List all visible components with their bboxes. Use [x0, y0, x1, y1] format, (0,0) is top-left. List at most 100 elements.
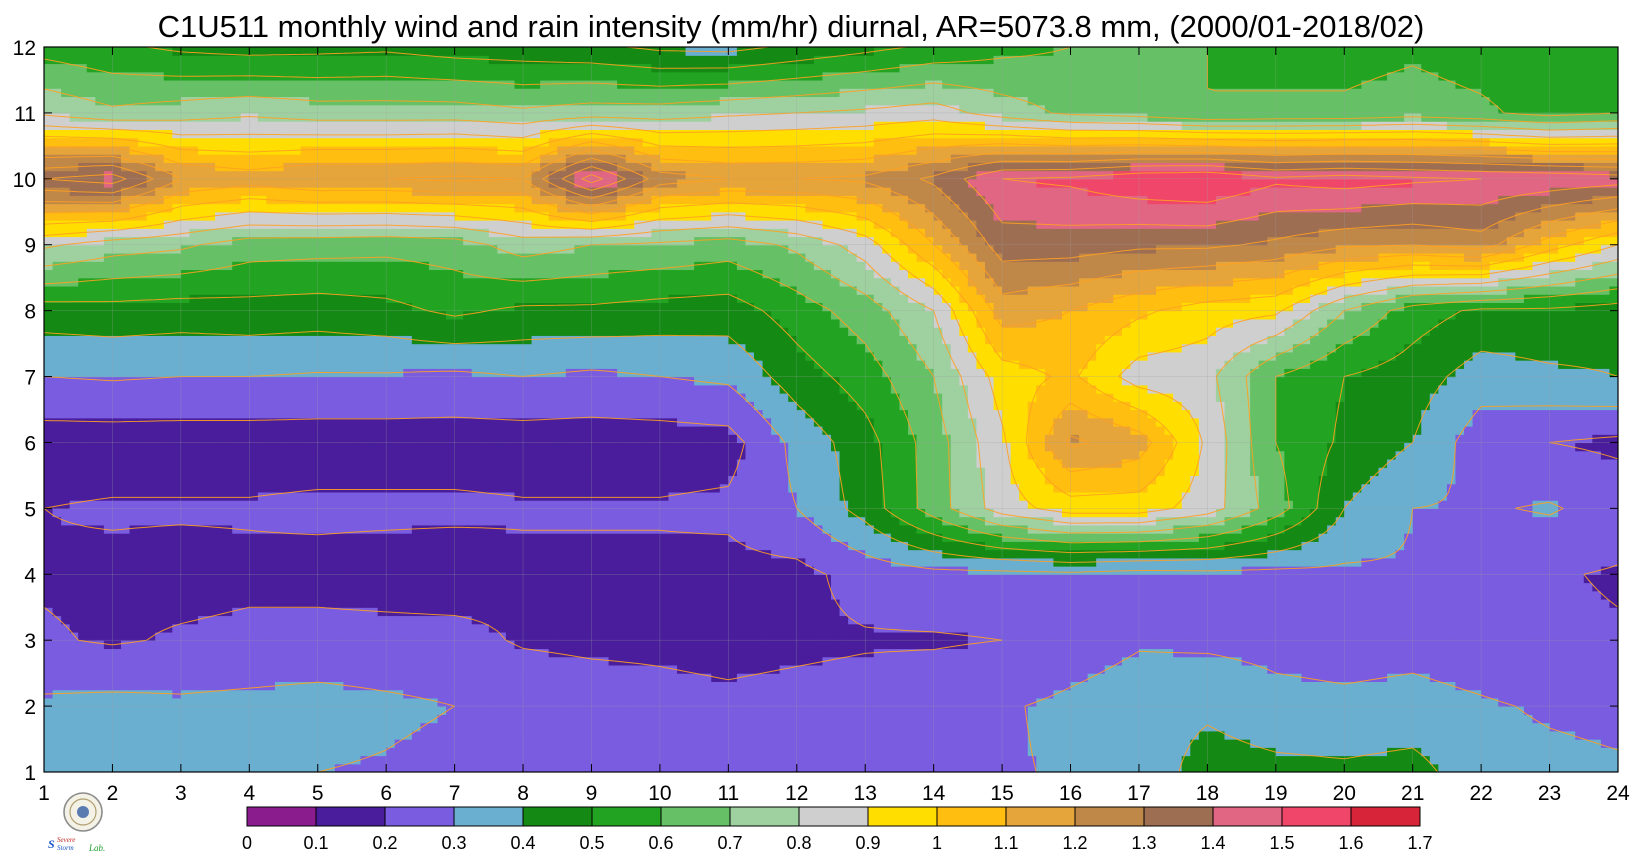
contour-cell — [240, 549, 250, 559]
contour-cell — [600, 722, 610, 732]
contour-cell — [1609, 656, 1618, 666]
contour-cell — [95, 541, 105, 551]
contour-cell — [1532, 664, 1542, 674]
contour-cell — [189, 549, 199, 559]
contour-cell — [386, 681, 396, 691]
contour-cell — [762, 566, 772, 575]
contour-cell — [326, 755, 336, 765]
contour-cell — [899, 730, 909, 740]
contour-cell — [1609, 689, 1618, 699]
contour-cell — [1113, 664, 1123, 674]
contour-cell — [138, 714, 148, 724]
contour-cell — [283, 681, 293, 691]
contour-cell — [1096, 747, 1106, 757]
contour-cell — [283, 582, 293, 592]
contour-cell — [1079, 681, 1089, 691]
contour-cell — [668, 607, 678, 617]
contour-cell — [1250, 739, 1260, 748]
contour-cell — [677, 747, 687, 757]
contour-cell — [813, 706, 824, 715]
contour-cell — [1010, 681, 1020, 691]
contour-cell — [1592, 697, 1602, 707]
contour-cell — [651, 582, 661, 592]
contour-cell — [343, 730, 353, 740]
contour-cell — [822, 631, 832, 641]
contour-cell — [591, 640, 601, 650]
contour-cell — [1318, 549, 1328, 559]
contour-cell — [471, 763, 481, 772]
contour-cell — [728, 755, 738, 765]
contour-cell — [1327, 730, 1337, 740]
contour-cell — [505, 706, 516, 715]
contour-cell — [215, 648, 225, 658]
contour-cell — [668, 739, 678, 748]
contour-cell — [1318, 607, 1328, 617]
contour-cell — [1438, 623, 1448, 633]
contour-cell — [129, 747, 139, 757]
contour-cell — [1275, 582, 1285, 592]
contour-cell — [1361, 631, 1371, 641]
contour-cell — [813, 656, 824, 666]
contour-cell — [1498, 722, 1508, 732]
contour-cell — [907, 615, 918, 625]
contour-cell — [993, 640, 1003, 650]
contour-cell — [745, 566, 755, 575]
contour-cell — [762, 640, 772, 650]
contour-cell — [257, 631, 268, 641]
contour-cell — [411, 574, 421, 584]
contour-cell — [394, 656, 404, 666]
contour-cell — [1036, 631, 1046, 641]
contour-cell — [984, 689, 995, 699]
contour-cell — [668, 590, 678, 600]
contour-cell — [1087, 730, 1097, 740]
contour-cell — [155, 557, 165, 567]
contour-cell — [959, 590, 969, 600]
contour-cell — [223, 598, 233, 608]
contour-cell — [240, 722, 250, 732]
contour-cell — [1113, 755, 1123, 765]
contour-cell — [856, 582, 866, 592]
contour-cell — [146, 681, 156, 691]
contour-cell — [386, 549, 396, 559]
contour-cell — [266, 607, 276, 617]
contour-cell — [865, 689, 875, 699]
contour-cell — [351, 681, 362, 691]
contour-cell — [61, 557, 71, 567]
contour-cell — [1335, 656, 1345, 666]
contour-cell — [625, 574, 635, 584]
contour-cell — [394, 623, 404, 633]
contour-cell — [796, 590, 806, 600]
contour-cell — [1583, 549, 1593, 559]
contour-cell — [1498, 673, 1508, 682]
contour-cell — [1464, 714, 1474, 724]
contour-cell — [865, 697, 875, 707]
contour-cell — [1369, 730, 1380, 740]
contour-cell — [1327, 763, 1337, 772]
contour-cell — [497, 681, 507, 691]
contour-cell — [582, 763, 593, 772]
contour-cell — [1541, 722, 1551, 732]
contour-cell — [1378, 689, 1388, 699]
contour-cell — [591, 739, 601, 748]
contour-cell — [1156, 739, 1166, 748]
contour-cell — [1198, 673, 1208, 682]
contour-cell — [1027, 598, 1037, 608]
contour-cell — [685, 607, 695, 617]
contour-cell — [1583, 730, 1593, 740]
contour-cell — [360, 566, 370, 575]
contour-cell — [600, 664, 610, 674]
contour-cell — [856, 664, 866, 674]
contour-cell — [685, 739, 695, 748]
contour-cell — [634, 557, 644, 567]
contour-cell — [711, 566, 721, 575]
contour-cell — [899, 656, 909, 666]
contour-cell — [916, 755, 926, 765]
contour-cell — [326, 582, 336, 592]
contour-cell — [386, 763, 396, 772]
contour-cell — [1592, 607, 1602, 617]
contour-cell — [788, 706, 798, 715]
contour-cell — [839, 730, 849, 740]
contour-cell — [266, 566, 276, 575]
contour-cell — [317, 607, 327, 617]
contour-cell — [300, 549, 310, 559]
